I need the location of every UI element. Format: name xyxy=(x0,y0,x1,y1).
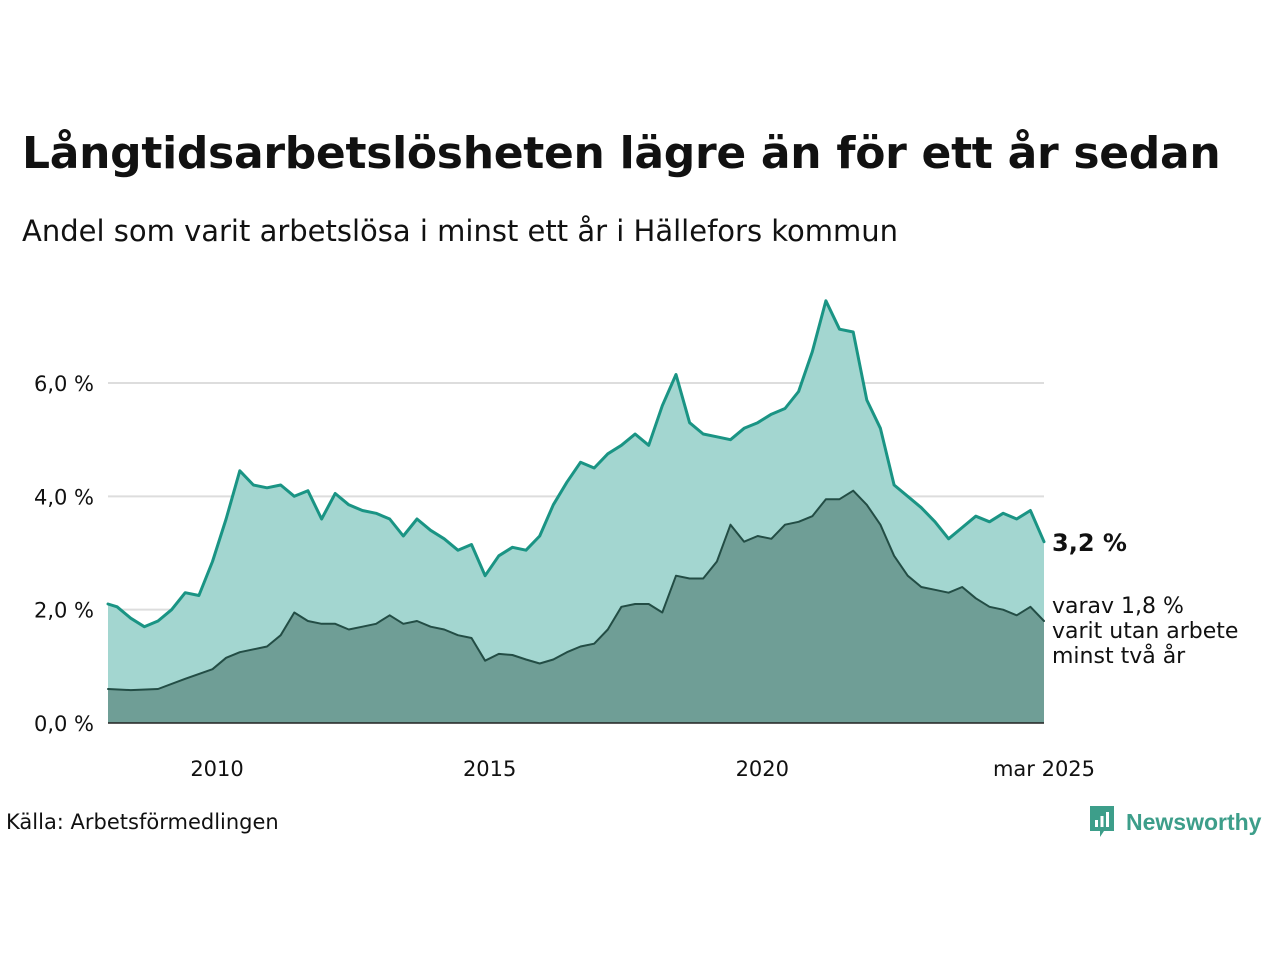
source-text: Källa: Arbetsförmedlingen xyxy=(6,810,279,834)
series-2-end-label-line: varav 1,8 % xyxy=(1052,594,1184,619)
chart-subtitle: Andel som varit arbetslösa i minst ett å… xyxy=(22,214,899,248)
area-chart: 0,0 % 2,0 % 4,0 % 6,0 % 2010 2015 2020 mar 2025… xyxy=(34,299,1238,781)
x-tick-label: 2010 xyxy=(190,757,243,781)
x-tick-label: 2020 xyxy=(736,757,789,781)
newsworthy-logo-icon xyxy=(1090,806,1114,837)
series-2-end-label-line: varit utan arbete xyxy=(1052,619,1238,644)
newsworthy-logo[interactable]: Newsworthy xyxy=(1088,804,1261,840)
y-tick-label: 6,0 % xyxy=(34,372,94,396)
y-tick-label: 0,0 % xyxy=(34,712,94,736)
series-2-line xyxy=(107,489,1045,692)
y-tick-label: 4,0 % xyxy=(34,485,94,509)
series-2-end-label-line: minst två år xyxy=(1052,643,1186,669)
series-2-area xyxy=(108,490,1044,723)
series-1-end-label: 3,2 % xyxy=(1052,529,1127,557)
chart-title: Långtidsarbetslösheten lägre än för ett … xyxy=(22,128,1221,179)
x-tick-label: 2015 xyxy=(463,757,516,781)
y-tick-label: 2,0 % xyxy=(34,599,94,623)
series-1-line xyxy=(106,299,1046,629)
logo-text: Newsworthy xyxy=(1126,808,1262,835)
x-tick-label: mar 2025 xyxy=(993,757,1095,781)
